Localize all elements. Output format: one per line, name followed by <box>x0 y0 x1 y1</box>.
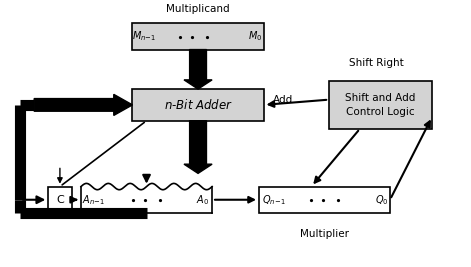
Polygon shape <box>184 50 212 89</box>
Text: Add: Add <box>273 95 293 105</box>
Text: $\bullet\ \bullet\ \bullet$: $\bullet\ \bullet\ \bullet$ <box>307 195 342 205</box>
Text: $M_{n\!-\!1}$: $M_{n\!-\!1}$ <box>132 29 156 43</box>
FancyBboxPatch shape <box>329 81 432 129</box>
FancyBboxPatch shape <box>132 23 264 50</box>
FancyBboxPatch shape <box>81 187 212 213</box>
Text: $A_0$: $A_0$ <box>196 193 209 207</box>
Text: C: C <box>56 195 64 205</box>
Text: $Q_{n\!-\!1}$: $Q_{n\!-\!1}$ <box>262 193 286 207</box>
Text: Multiplier: Multiplier <box>300 229 349 239</box>
FancyBboxPatch shape <box>48 187 72 213</box>
Text: Shift and Add
Control Logic: Shift and Add Control Logic <box>345 93 416 117</box>
Polygon shape <box>34 94 132 115</box>
Text: Shift Right: Shift Right <box>349 58 403 68</box>
Text: $A_{n\!-\!1}$: $A_{n\!-\!1}$ <box>82 193 106 207</box>
Polygon shape <box>184 121 212 173</box>
Text: $\bullet\ \bullet\ \bullet$: $\bullet\ \bullet\ \bullet$ <box>176 32 211 41</box>
Text: $n$-Bit Adder: $n$-Bit Adder <box>163 98 233 112</box>
FancyBboxPatch shape <box>132 89 264 121</box>
Text: $Q_0$: $Q_0$ <box>375 193 389 207</box>
Text: Multiplicand: Multiplicand <box>166 4 230 14</box>
FancyBboxPatch shape <box>259 187 390 213</box>
Text: $M_0$: $M_0$ <box>248 29 262 43</box>
Text: $\bullet\ \bullet\ \bullet$: $\bullet\ \bullet\ \bullet$ <box>129 195 164 205</box>
